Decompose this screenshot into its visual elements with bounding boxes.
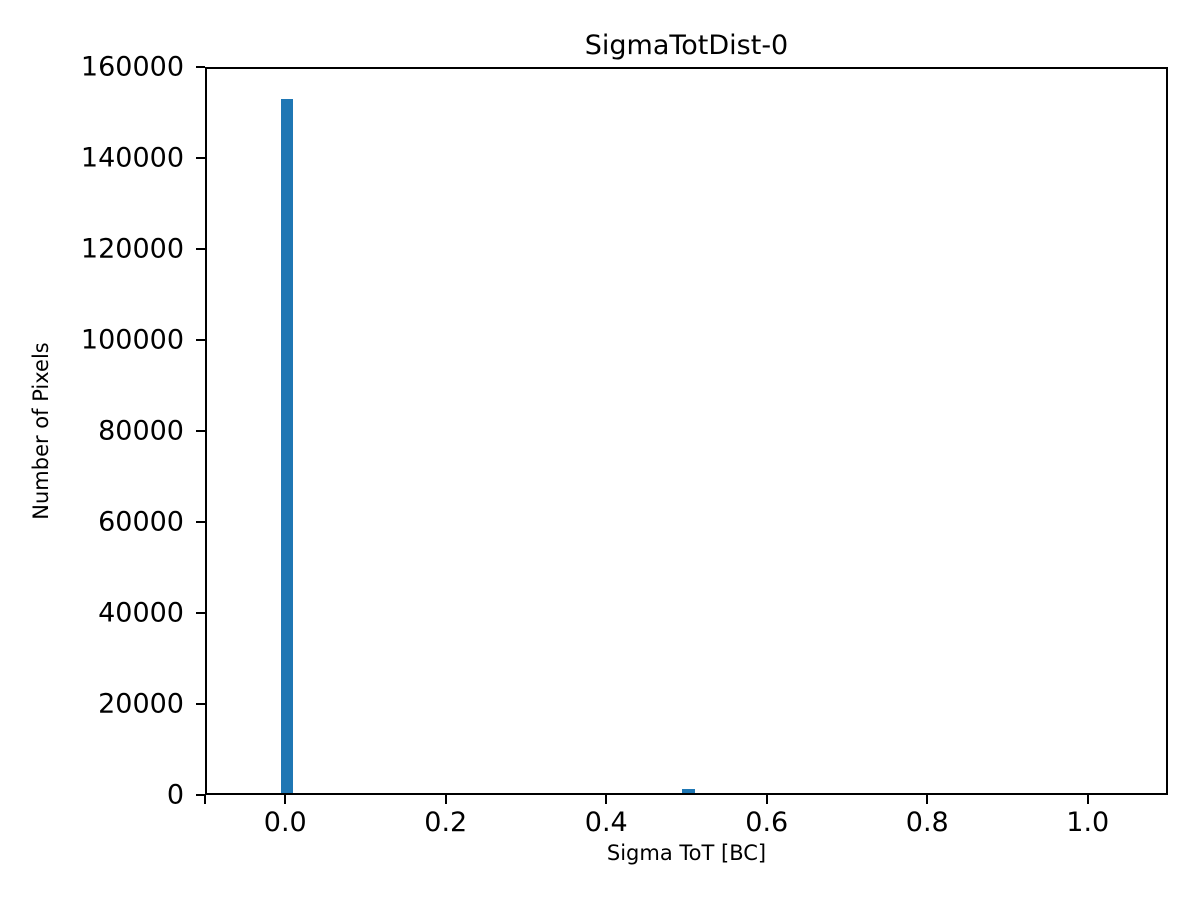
y-tick-label: 20000 [98,688,184,720]
plot-area [205,67,1168,795]
x-tick-mark [204,795,206,804]
x-tick-mark [1086,795,1089,804]
y-axis-label: Number of Pixels [29,342,53,520]
chart-title: SigmaTotDist-0 [584,30,789,61]
y-tick-label: 0 [166,779,184,811]
y-tick-mark [196,521,205,523]
bar [682,788,695,793]
x-tick-mark [765,795,768,804]
x-tick-label: 1.0 [1066,807,1110,838]
y-tick-label: 60000 [98,506,184,538]
y-tick-mark [196,248,205,250]
x-tick-label: 0.2 [424,807,468,838]
x-tick-mark [444,795,447,804]
y-tick-mark [196,612,205,614]
y-tick-label: 80000 [98,415,184,447]
y-tick-mark [196,703,205,705]
x-tick-label: 0.6 [745,807,789,838]
y-tick-label: 100000 [80,324,184,356]
x-tick-mark [284,795,287,804]
x-tick-mark [605,795,608,804]
y-tick-mark [196,430,205,432]
y-tick-label: 120000 [80,233,184,265]
x-tick-label: 0.4 [584,807,628,838]
y-tick-mark [196,794,205,796]
x-tick-label: 0.8 [905,807,949,838]
x-tick-mark [926,795,929,804]
y-tick-mark [196,157,205,159]
y-tick-label: 160000 [80,51,184,83]
y-tick-mark [196,66,205,68]
y-tick-label: 40000 [98,597,184,629]
x-axis-label: Sigma ToT [BC] [606,841,767,865]
y-tick-label: 140000 [80,142,184,174]
y-tick-mark [196,339,205,341]
x-tick-label: 0.0 [263,807,307,838]
bar [281,99,294,793]
